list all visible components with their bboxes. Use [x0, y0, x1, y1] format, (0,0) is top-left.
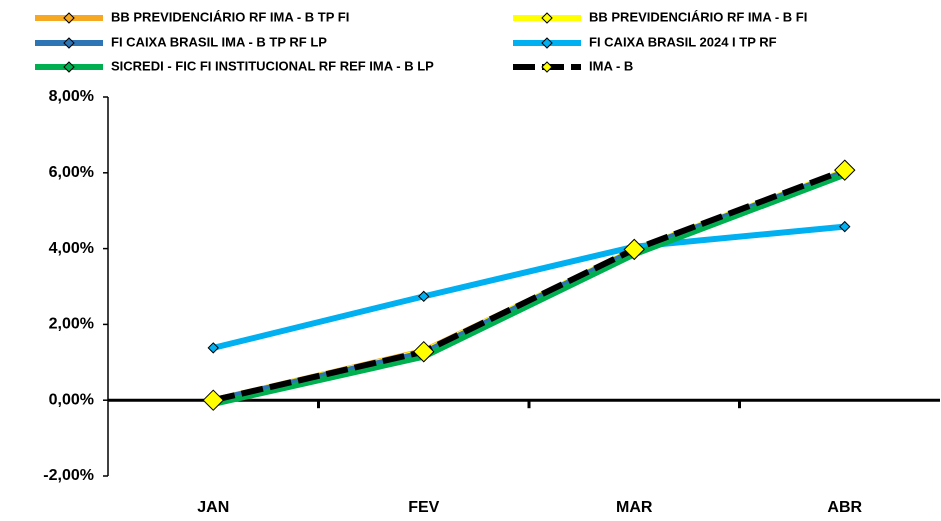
marker	[623, 238, 645, 261]
x-tick-label: MAR	[616, 499, 653, 516]
marker	[834, 159, 856, 181]
marker	[202, 389, 224, 411]
series-line	[212, 167, 846, 404]
marker	[413, 340, 435, 363]
y-tick-label: -2,00%	[43, 467, 94, 484]
series-line	[212, 171, 846, 407]
legend-marker	[541, 12, 553, 24]
y-tick-label: 0,00%	[49, 391, 94, 408]
y-tick-label: 4,00%	[49, 240, 94, 257]
y-tick-label: 2,00%	[49, 316, 94, 333]
x-tick-label: JAN	[197, 499, 229, 516]
legend-label: FI CAIXA BRASIL IMA - B TP RF LP	[111, 34, 327, 49]
series-line	[212, 169, 846, 404]
x-tick-label: ABR	[827, 499, 862, 516]
legend-label: BB PREVIDENCIÁRIO RF IMA - B FI	[589, 9, 807, 24]
legend-marker	[63, 61, 75, 73]
marker	[418, 290, 430, 303]
marker	[839, 220, 851, 233]
legend-label: IMA - B	[589, 58, 633, 73]
legend-label: SICREDI - FIC FI INSTITUCIONAL RF REF IM…	[111, 58, 434, 73]
legend-label: FI CAIXA BRASIL 2024 I TP RF	[589, 34, 777, 49]
legend-marker	[541, 37, 553, 49]
x-tick-label: FEV	[408, 499, 439, 516]
series-line	[212, 223, 846, 351]
y-tick-label: 8,00%	[49, 88, 94, 105]
legend-label: BB PREVIDENCIÁRIO RF IMA - B TP FI	[111, 9, 349, 24]
legend-marker	[63, 12, 75, 24]
legend-marker	[541, 61, 553, 73]
marker	[207, 342, 219, 354]
legend-marker	[63, 37, 75, 49]
y-tick-label: 6,00%	[49, 164, 94, 181]
